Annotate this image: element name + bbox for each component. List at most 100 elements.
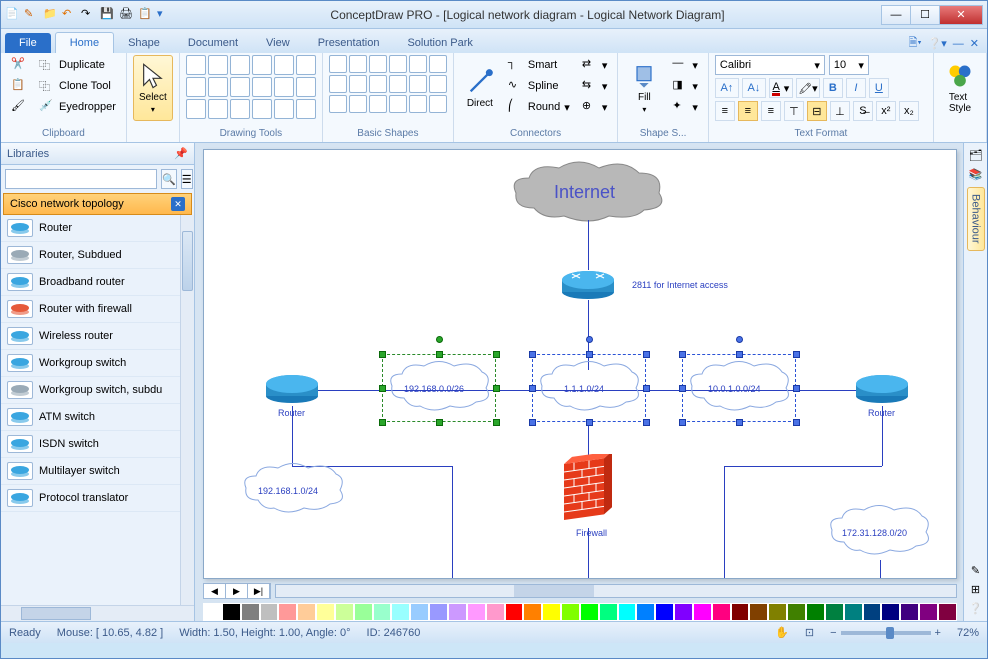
fit-icon[interactable]: ⊡ (805, 626, 814, 639)
sidebar-icon[interactable]: 🗂 (969, 149, 983, 162)
color-palette[interactable] (203, 603, 957, 621)
palette-swatch[interactable] (655, 603, 674, 621)
sheet-tabs[interactable]: ◀▶▶| (203, 583, 271, 599)
selection-handle[interactable] (679, 385, 686, 392)
palette-swatch[interactable] (278, 603, 297, 621)
selection-handle[interactable] (643, 385, 650, 392)
qat-icon[interactable]: 📋 (138, 7, 154, 23)
sidebar-icon[interactable]: ✎ (971, 564, 980, 577)
tab-solution-park[interactable]: Solution Park (393, 33, 486, 53)
font-grow[interactable]: A↑ (715, 78, 739, 98)
valign-mid[interactable]: ⊟ (807, 101, 827, 121)
selection-handle[interactable] (493, 419, 500, 426)
library-item[interactable]: ISDN switch (1, 431, 180, 458)
line-style[interactable]: —▾ (668, 55, 702, 75)
palette-swatch[interactable] (410, 603, 429, 621)
selection-handle[interactable] (493, 385, 500, 392)
basic-shapes-grid[interactable] (329, 55, 447, 113)
fill-button[interactable]: Fill▾ (624, 55, 664, 121)
library-item[interactable]: Wireless router (1, 323, 180, 350)
tab-home[interactable]: Home (55, 32, 114, 53)
close-category-icon[interactable]: ✕ (171, 197, 185, 211)
selection-handle[interactable] (736, 419, 743, 426)
zoom-control[interactable]: −+ (830, 627, 941, 639)
eyedropper-button[interactable]: 💉Eyedropper (35, 97, 120, 117)
effects-style[interactable]: ✦▾ (668, 97, 702, 117)
router-left[interactable] (264, 372, 320, 404)
palette-swatch[interactable] (222, 603, 241, 621)
align-center[interactable]: ≡ (738, 101, 758, 121)
smart-connector[interactable]: ┐Smart (504, 55, 574, 75)
duplicate-button[interactable]: ⿻Duplicate (35, 55, 120, 75)
palette-swatch[interactable] (335, 603, 354, 621)
format-painter-button[interactable]: 🖌 (7, 97, 31, 117)
spline-connector[interactable]: ∿Spline (504, 76, 574, 96)
selection-handle[interactable] (493, 351, 500, 358)
clone-tool-button[interactable]: ⿻Clone Tool (35, 76, 120, 96)
ribbon-minimize-icon[interactable]: — (953, 38, 964, 50)
pin-icon[interactable]: 📌 (174, 147, 188, 160)
router-right[interactable] (854, 372, 910, 404)
selection-handle[interactable] (379, 419, 386, 426)
palette-swatch[interactable] (712, 603, 731, 621)
search-button[interactable]: 🔍 (161, 169, 177, 189)
drawing-tools-grid[interactable] (186, 55, 316, 119)
align-right[interactable]: ≡ (761, 101, 781, 121)
selection-handle[interactable] (379, 351, 386, 358)
align-left[interactable]: ≡ (715, 101, 735, 121)
library-item[interactable]: Router with firewall (1, 296, 180, 323)
sidebar-icon[interactable]: ❔ (969, 602, 983, 615)
selection-handle[interactable] (793, 419, 800, 426)
highlight[interactable]: 🖍▾ (796, 78, 820, 98)
help-icon[interactable]: ❔▾ (928, 37, 947, 50)
qat-icon[interactable]: 📁 (43, 7, 59, 23)
valign-top[interactable]: ⊤ (784, 101, 804, 121)
palette-swatch[interactable] (429, 603, 448, 621)
sidebar-icon[interactable]: 📚 (969, 168, 983, 181)
palette-swatch[interactable] (787, 603, 806, 621)
selection-handle[interactable] (793, 385, 800, 392)
selection-handle[interactable] (793, 351, 800, 358)
selection-handle[interactable] (379, 385, 386, 392)
connector-opt[interactable]: ⊕▾ (578, 97, 612, 117)
palette-swatch[interactable] (806, 603, 825, 621)
round-connector[interactable]: ⎛Round ▾ (504, 97, 574, 117)
qat-icon[interactable]: ✎ (24, 7, 40, 23)
connector-opt[interactable]: ⇆▾ (578, 76, 612, 96)
palette-swatch[interactable] (844, 603, 863, 621)
selection-handle[interactable] (586, 419, 593, 426)
tab-presentation[interactable]: Presentation (304, 33, 394, 53)
font-shrink[interactable]: A↓ (742, 78, 766, 98)
selection-handle[interactable] (529, 351, 536, 358)
palette-swatch[interactable] (636, 603, 655, 621)
palette-swatch[interactable] (674, 603, 693, 621)
palette-swatch[interactable] (580, 603, 599, 621)
palette-swatch[interactable] (391, 603, 410, 621)
library-item[interactable]: Workgroup switch (1, 350, 180, 377)
palette-swatch[interactable] (749, 603, 768, 621)
select-tool[interactable]: Select ▾ (133, 55, 173, 121)
library-item[interactable]: Workgroup switch, subdu (1, 377, 180, 404)
page-mode-icon[interactable]: 🗎▾ (909, 34, 922, 53)
font-selector[interactable]: Calibri▾ (715, 55, 825, 75)
connector-opt[interactable]: ⇄▾ (578, 55, 612, 75)
palette-swatch[interactable] (881, 603, 900, 621)
underline[interactable]: U (869, 78, 889, 98)
direct-connector[interactable]: Direct (460, 55, 500, 121)
valign-bot[interactable]: ⊥ (830, 101, 850, 121)
zoom-value[interactable]: 72% (957, 627, 979, 639)
selection-handle[interactable] (436, 419, 443, 426)
palette-swatch[interactable] (768, 603, 787, 621)
library-item[interactable]: Router (1, 215, 180, 242)
palette-swatch[interactable] (486, 603, 505, 621)
tab-document[interactable]: Document (174, 33, 252, 53)
qat-icon[interactable]: 📄 (5, 7, 21, 23)
selection-handle[interactable] (679, 351, 686, 358)
palette-swatch[interactable] (825, 603, 844, 621)
palette-swatch[interactable] (523, 603, 542, 621)
palette-swatch[interactable] (542, 603, 561, 621)
library-item[interactable]: Broadband router (1, 269, 180, 296)
close-button[interactable]: ✕ (939, 5, 983, 25)
palette-swatch[interactable] (260, 603, 279, 621)
strike[interactable]: S̶ (853, 101, 873, 121)
